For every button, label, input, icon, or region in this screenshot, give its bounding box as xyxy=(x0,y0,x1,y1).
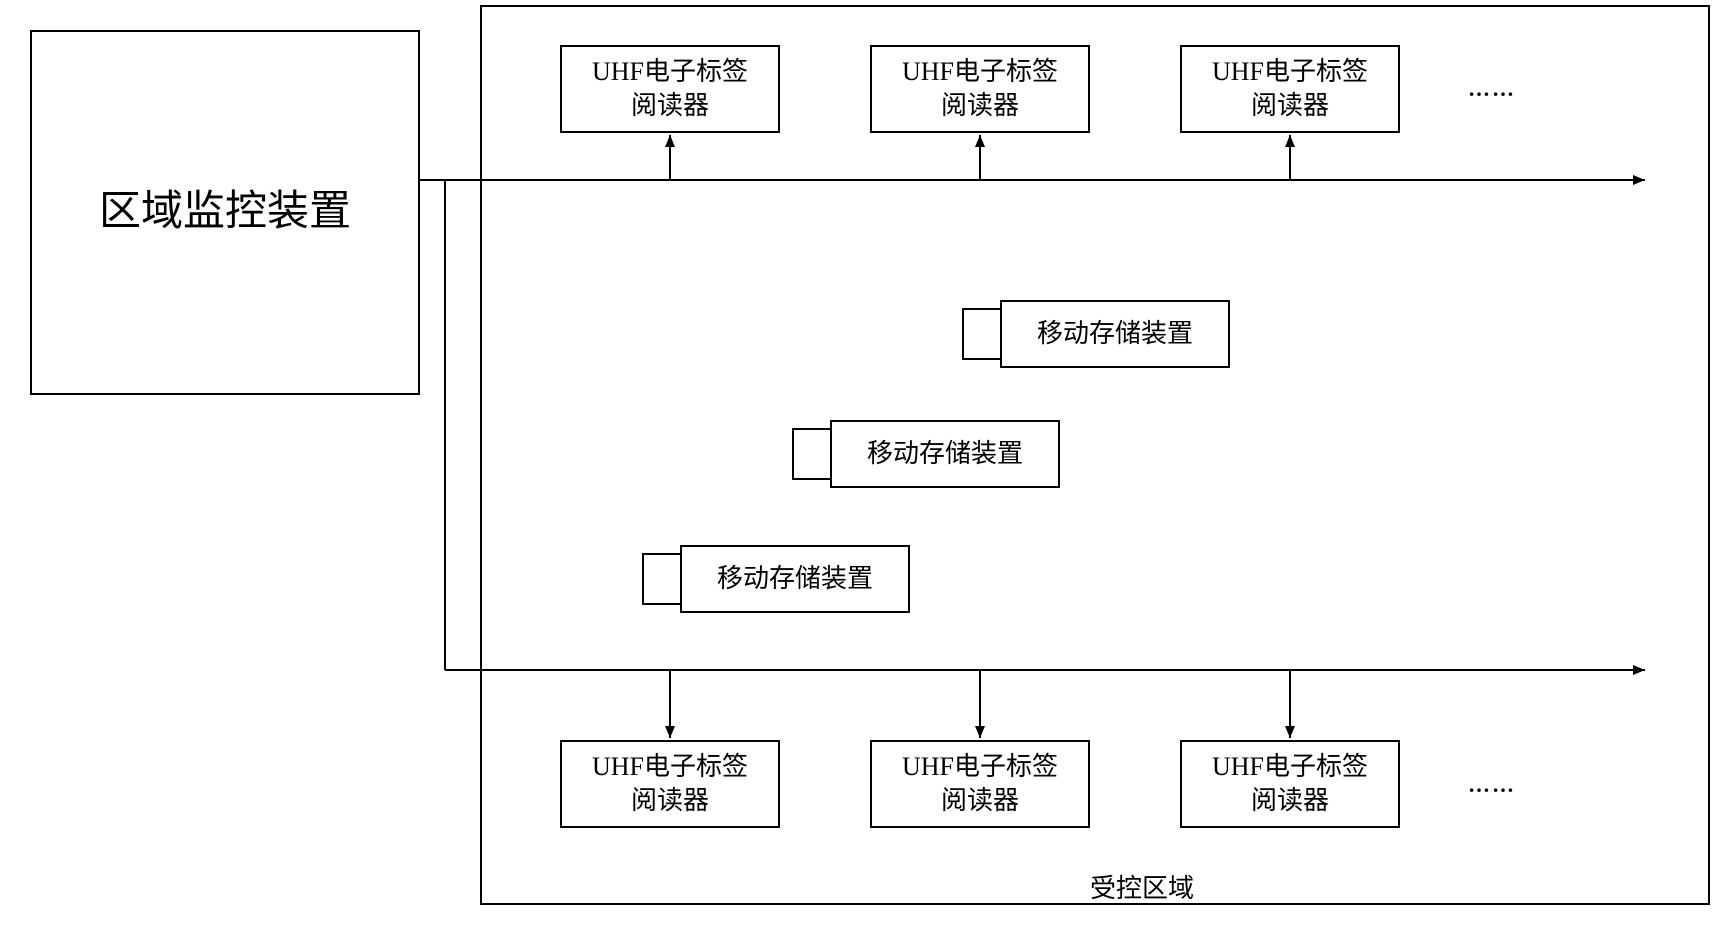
storage-2: 移动存储装置 xyxy=(830,420,1060,488)
monitor-box: 区域监控装置 xyxy=(30,30,420,395)
reader-top-1: UHF电子标签 阅读器 xyxy=(560,45,780,133)
reader-bottom-1: UHF电子标签 阅读器 xyxy=(560,740,780,828)
storage-label: 移动存储装置 xyxy=(1037,317,1193,351)
storage-1: 移动存储装置 xyxy=(1000,300,1230,368)
storage-label: 移动存储装置 xyxy=(717,562,873,596)
storage-tab-1 xyxy=(962,308,1002,360)
monitor-label: 区域监控装置 xyxy=(99,185,351,240)
storage-label: 移动存储装置 xyxy=(867,437,1023,471)
reader-label: UHF电子标签 阅读器 xyxy=(1212,750,1368,818)
reader-bottom-2: UHF电子标签 阅读器 xyxy=(870,740,1090,828)
reader-bottom-3: UHF电子标签 阅读器 xyxy=(1180,740,1400,828)
storage-tab-2 xyxy=(792,428,832,480)
ellipsis-bottom: …… xyxy=(1468,772,1516,798)
reader-top-3: UHF电子标签 阅读器 xyxy=(1180,45,1400,133)
reader-label: UHF电子标签 阅读器 xyxy=(592,750,748,818)
storage-3: 移动存储装置 xyxy=(680,545,910,613)
ellipsis-top: …… xyxy=(1468,76,1516,102)
reader-label: UHF电子标签 阅读器 xyxy=(1212,55,1368,123)
reader-label: UHF电子标签 阅读器 xyxy=(902,55,1058,123)
controlled-area-label: 受控区域 xyxy=(1090,868,1194,905)
reader-top-2: UHF电子标签 阅读器 xyxy=(870,45,1090,133)
reader-label: UHF电子标签 阅读器 xyxy=(902,750,1058,818)
storage-tab-3 xyxy=(642,553,682,605)
reader-label: UHF电子标签 阅读器 xyxy=(592,55,748,123)
